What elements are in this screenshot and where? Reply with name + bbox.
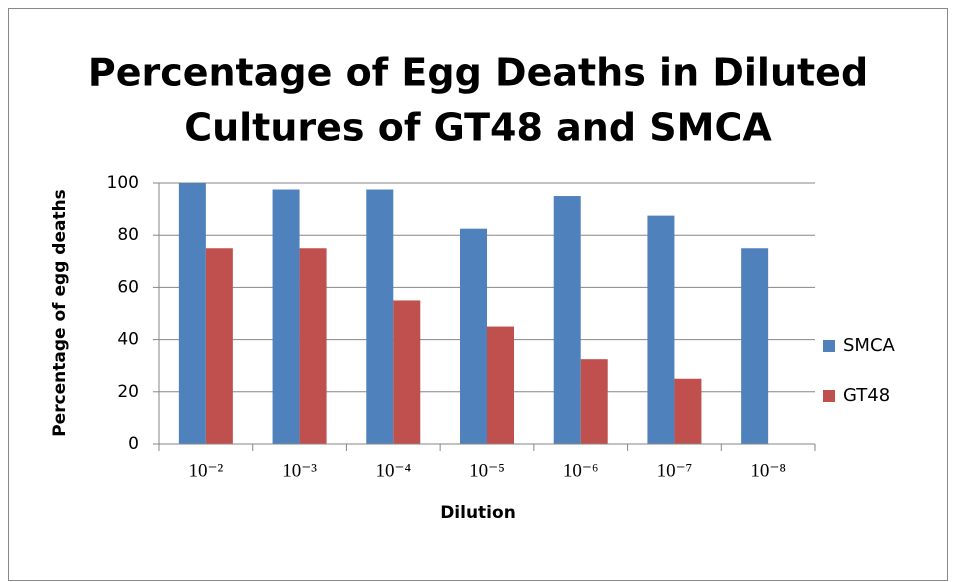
bar — [553, 196, 581, 444]
legend-swatch — [823, 340, 835, 352]
x-tick-label: 10⁻⁸ — [750, 460, 786, 481]
x-tick-label: 10⁻² — [188, 460, 223, 481]
x-tick-label: 10⁻⁵ — [469, 460, 505, 481]
bar — [647, 215, 675, 444]
legend-label: GT48 — [843, 385, 890, 406]
bar — [460, 228, 487, 444]
legend-swatch — [823, 390, 835, 402]
x-tick-label: 10⁻³ — [282, 460, 317, 481]
y-tick-label: 20 — [117, 382, 139, 402]
y-axis-label: Percentage of egg deaths — [50, 189, 70, 437]
bar — [299, 248, 327, 444]
bar — [741, 248, 769, 444]
chart-title: Percentage of Egg Deaths in Diluted — [88, 51, 868, 95]
bar — [205, 248, 233, 444]
chart-title: Cultures of GT48 and SMCA — [184, 106, 772, 150]
bar — [366, 189, 394, 444]
y-tick-label: 40 — [117, 330, 139, 350]
bar — [272, 189, 300, 444]
y-tick-label: 80 — [117, 225, 139, 245]
y-tick-label: 60 — [117, 277, 139, 297]
bar — [674, 378, 702, 444]
y-tick-label: 100 — [107, 173, 139, 193]
x-tick-label: 10⁻⁶ — [563, 460, 599, 481]
bar — [178, 183, 206, 444]
y-tick-label: 0 — [128, 434, 139, 454]
bar — [393, 300, 421, 444]
x-axis-label: Dilution — [440, 503, 516, 523]
legend-label: SMCA — [843, 335, 896, 356]
bar — [580, 359, 608, 444]
x-tick-label: 10⁻⁷ — [657, 460, 693, 481]
bar — [487, 326, 514, 444]
x-tick-label: 10⁻⁴ — [375, 460, 411, 481]
